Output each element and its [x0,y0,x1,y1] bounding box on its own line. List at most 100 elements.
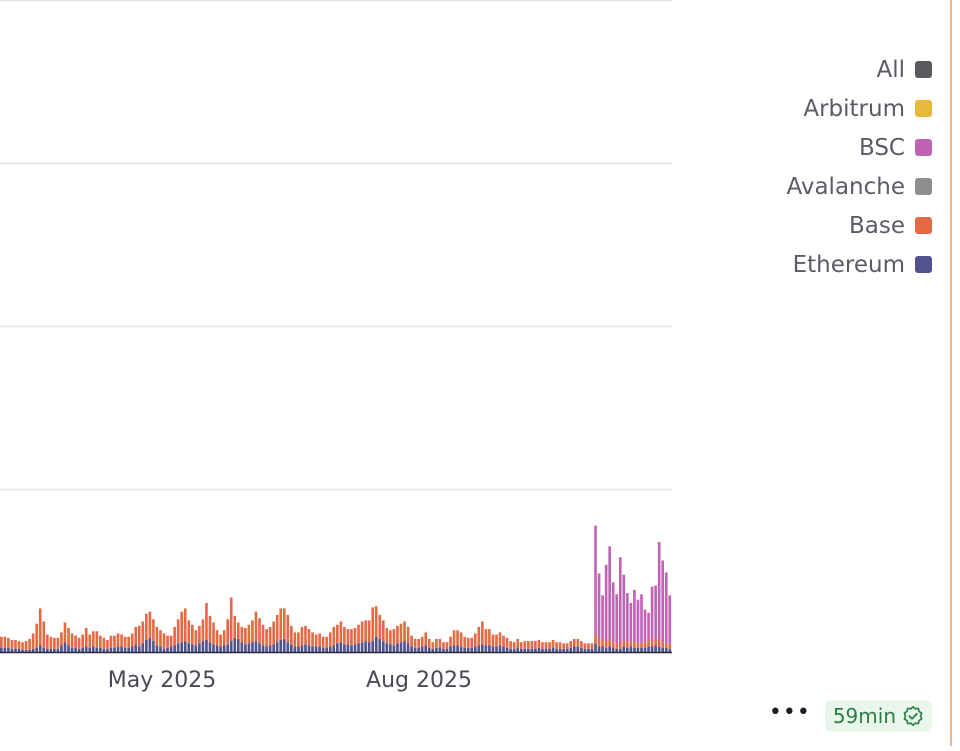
bar-base[interactable] [350,629,353,646]
bar-base[interactable] [272,621,275,645]
bar-ethereum[interactable] [145,640,148,652]
bar-base[interactable] [558,642,562,649]
bar-base[interactable] [399,623,403,643]
bar-base[interactable] [148,611,152,638]
bar-ethereum[interactable] [183,641,187,652]
legend-item-avalanche[interactable]: Avalanche [786,167,932,206]
bar-ethereum[interactable] [413,647,417,652]
bar-bsc[interactable] [618,557,622,645]
bar-ethereum[interactable] [219,646,222,652]
bar-base[interactable] [633,642,636,648]
bar-base[interactable] [77,637,81,649]
bar-base[interactable] [519,642,523,649]
bar-base[interactable] [254,611,258,642]
bar-ethereum[interactable] [502,646,505,652]
bar-base[interactable] [664,643,668,648]
bar-ethereum[interactable] [247,643,251,652]
bar-base[interactable] [466,637,470,648]
bar-base[interactable] [346,629,350,645]
bar-ethereum[interactable] [583,648,587,652]
bar-base[interactable] [208,616,212,643]
bar-ethereum[interactable] [654,645,657,652]
bar-base[interactable] [74,635,77,648]
bar-ethereum[interactable] [205,640,208,652]
bar-ethereum[interactable] [49,648,53,652]
bar-ethereum[interactable] [155,645,159,652]
bar-base[interactable] [562,643,565,649]
bar-base[interactable] [481,621,484,645]
bar-bsc[interactable] [626,593,629,643]
bar-ethereum[interactable] [526,648,530,652]
legend-item-base[interactable]: Base [849,206,932,245]
bar-ethereum[interactable] [173,645,176,652]
bar-base[interactable] [654,637,657,646]
bar-base[interactable] [484,629,488,646]
bar-ethereum[interactable] [608,646,611,652]
bar-ethereum[interactable] [463,647,466,652]
bar-ethereum[interactable] [512,648,516,652]
bar-base[interactable] [403,621,406,642]
bar-base[interactable] [173,626,176,646]
bar-ethereum[interactable] [60,645,63,652]
bar-base[interactable] [201,619,205,642]
bar-base[interactable] [53,637,56,649]
bar-ethereum[interactable] [166,647,169,652]
bar-ethereum[interactable] [470,647,474,652]
bar-ethereum[interactable] [258,643,261,652]
bar-base[interactable] [102,637,106,649]
bar-base[interactable] [424,632,428,646]
bar-ethereum[interactable] [509,648,512,652]
bar-base[interactable] [569,641,573,648]
bar-base[interactable] [7,637,10,648]
bar-ethereum[interactable] [84,646,88,652]
bar-ethereum[interactable] [42,647,46,652]
bar-base[interactable] [583,643,587,649]
bar-ethereum[interactable] [420,646,424,652]
bar-ethereum[interactable] [130,646,134,652]
bar-bsc[interactable] [633,589,636,643]
legend-item-all[interactable]: All [876,50,932,89]
bar-ethereum[interactable] [541,648,544,652]
bar-base[interactable] [608,638,611,647]
bar-base[interactable] [3,636,7,648]
bar-ethereum[interactable] [229,641,233,652]
bar-ethereum[interactable] [516,647,520,652]
bar-base[interactable] [537,640,541,648]
bar-base[interactable] [236,622,240,639]
bar-base[interactable] [60,632,63,646]
bar-ethereum[interactable] [297,646,300,652]
bar-ethereum[interactable] [339,642,343,652]
bar-bsc[interactable] [661,560,665,643]
bar-ethereum[interactable] [180,642,184,652]
bar-ethereum[interactable] [304,644,307,652]
bar-base[interactable] [162,633,166,649]
bar-ethereum[interactable] [435,647,438,652]
bar-ethereum[interactable] [244,644,247,652]
bar-base[interactable] [360,621,364,643]
bar-bsc[interactable] [601,595,604,639]
bar-ethereum[interactable] [445,648,449,652]
bar-ethereum[interactable] [0,647,3,652]
bar-ethereum[interactable] [417,647,420,652]
bar-ethereum[interactable] [371,641,375,652]
bar-base[interactable] [357,624,360,644]
bar-base[interactable] [300,626,304,646]
bar-base[interactable] [212,622,215,645]
bar-ethereum[interactable] [618,648,622,652]
bar-ethereum[interactable] [74,647,77,652]
bar-base[interactable] [512,642,516,649]
bar-base[interactable] [420,636,424,647]
bar-bsc[interactable] [594,525,597,635]
bar-base[interactable] [226,619,229,645]
bar-ethereum[interactable] [307,645,311,652]
bar-base[interactable] [622,640,626,647]
bar-ethereum[interactable] [102,648,106,652]
bar-ethereum[interactable] [99,647,102,652]
bar-base[interactable] [180,611,184,643]
bar-base[interactable] [109,635,113,648]
bar-ethereum[interactable] [261,645,265,652]
bar-ethereum[interactable] [548,648,551,652]
bar-base[interactable] [650,641,654,647]
bar-base[interactable] [49,636,53,649]
bar-ethereum[interactable] [484,645,488,652]
